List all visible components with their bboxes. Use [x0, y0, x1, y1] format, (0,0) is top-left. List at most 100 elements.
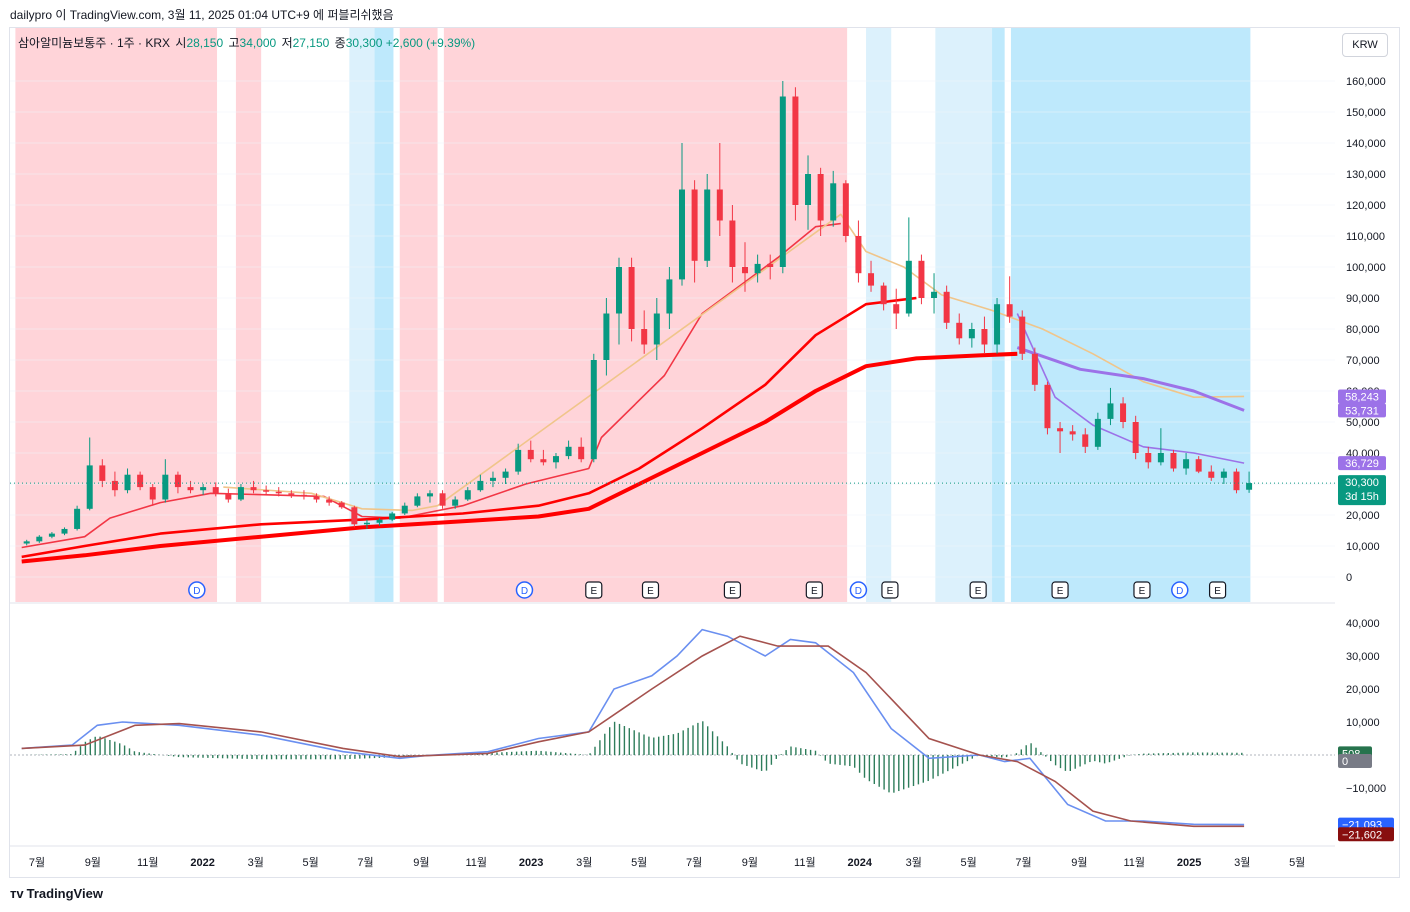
earnings-event-label: E	[590, 586, 597, 597]
candle-body	[931, 291, 938, 298]
candle-body	[704, 189, 711, 261]
candle-body	[552, 456, 559, 463]
dividend-event-icon	[515, 581, 534, 599]
price-tick-label: 120,000	[1346, 200, 1386, 212]
candle-body	[767, 263, 774, 267]
price-tick-label: 110,000	[1346, 231, 1385, 243]
candle-body	[868, 273, 875, 286]
dividend-event-label: D	[1176, 586, 1183, 597]
time-tick-label: 3월	[1234, 856, 1250, 869]
ma-line-sma_purple_slow	[1016, 346, 1245, 412]
time-tick-label: 5월	[631, 856, 647, 869]
macd-value-box	[1338, 754, 1372, 768]
candle-body	[968, 329, 975, 339]
footer-brand-text: TradingView	[26, 886, 103, 901]
earnings-event-label: E	[1214, 586, 1221, 597]
earnings-event-label: E	[975, 586, 982, 597]
shade-range	[1010, 28, 1251, 602]
macd-value-box	[1338, 827, 1394, 842]
candle-body	[691, 189, 698, 261]
time-tick-label: 3월	[906, 856, 922, 869]
tradingview-logo-icon: ᴛᴠ	[10, 886, 24, 901]
time-tick-label: 7월	[1015, 856, 1031, 869]
candle-body	[590, 360, 597, 460]
candle-body	[905, 260, 912, 314]
macd-tick-label: 40,000	[1346, 618, 1380, 630]
candle-body	[326, 499, 333, 503]
ma-line-sma_orange	[223, 213, 1245, 512]
candle-body	[666, 279, 673, 314]
candle-body	[641, 329, 648, 345]
candle-body	[855, 236, 862, 274]
candle-body	[805, 174, 812, 205]
candle-body	[880, 285, 887, 305]
candle-body	[1082, 434, 1089, 447]
price-label-box	[1338, 403, 1386, 418]
candle-body	[1246, 483, 1253, 490]
candle-body	[23, 541, 30, 544]
price-label-box	[1338, 475, 1386, 506]
earnings-event-icon	[723, 581, 742, 599]
shade-range	[443, 28, 848, 602]
symbol-legend: 삼아알미늄보통주 · 1주 · KRX 시28,150 고34,000 저27,…	[18, 34, 475, 51]
candle-body	[1220, 471, 1227, 478]
candle-body	[338, 502, 345, 508]
candle-body	[515, 449, 522, 472]
candle-body	[1031, 353, 1038, 385]
dividend-event-label: D	[855, 586, 862, 597]
earnings-event-icon	[1208, 581, 1227, 599]
candle-body	[426, 493, 433, 497]
candle-body	[1107, 403, 1114, 419]
ma-line-ema_thick_mid	[21, 296, 917, 559]
footer-brand[interactable]: ᴛᴠ TradingView	[10, 886, 103, 901]
candle-body	[779, 96, 786, 267]
candle-body	[36, 536, 43, 542]
legend-low-label: 저	[281, 36, 293, 50]
candle-body	[603, 313, 610, 360]
time-tick-label: 2023	[519, 857, 543, 869]
price-tick-label: 130,000	[1346, 169, 1386, 181]
candle-body	[124, 474, 131, 491]
candle-body	[250, 487, 257, 491]
macd-tick-label: −10,000	[1346, 783, 1386, 795]
candle-body	[1120, 403, 1127, 422]
candle-body	[452, 499, 459, 506]
ma-line-ema_thick_slow	[21, 351, 1018, 564]
candle-body	[742, 267, 749, 274]
legend-high: 34,000	[239, 36, 277, 50]
candle-body	[1069, 431, 1076, 435]
candle-body	[313, 496, 320, 500]
legend-symbol[interactable]: 삼아알미늄보통주 · 1주 · KRX	[18, 36, 171, 50]
candle-body	[187, 487, 194, 491]
candle-body	[1195, 459, 1202, 472]
ma-line-sma_purple_fast	[1016, 313, 1245, 464]
earnings-event-label: E	[647, 586, 654, 597]
time-tick-label: 3월	[248, 856, 264, 869]
price-tick-label: 0	[1346, 572, 1352, 584]
candle-body	[615, 267, 622, 314]
candle-body	[74, 508, 81, 529]
macd-value-label: −21,602	[1342, 829, 1382, 841]
earnings-event-icon	[641, 581, 660, 599]
earnings-event-label: E	[887, 586, 894, 597]
candle-body	[477, 480, 484, 491]
candle-body	[263, 490, 270, 492]
candle-body	[943, 291, 950, 323]
macd-tick-label: 20,000	[1346, 684, 1380, 696]
legend-low: 27,150	[292, 36, 330, 50]
shade-range	[235, 28, 262, 602]
dividend-event-icon	[188, 581, 206, 599]
candle-body	[464, 490, 471, 500]
price-tick-label: 150,000	[1346, 107, 1386, 119]
candle-body	[918, 260, 925, 298]
macd-signal-line	[21, 635, 1245, 828]
candle-body	[162, 474, 169, 500]
price-tick-label: 80,000	[1346, 324, 1380, 336]
candle-body	[729, 220, 736, 267]
price-tick-label: 70,000	[1346, 355, 1380, 367]
currency-button[interactable]: KRW	[1342, 33, 1388, 57]
candle-body	[1208, 471, 1215, 478]
candle-body	[288, 493, 295, 495]
legend-close-label: 종	[334, 36, 346, 50]
